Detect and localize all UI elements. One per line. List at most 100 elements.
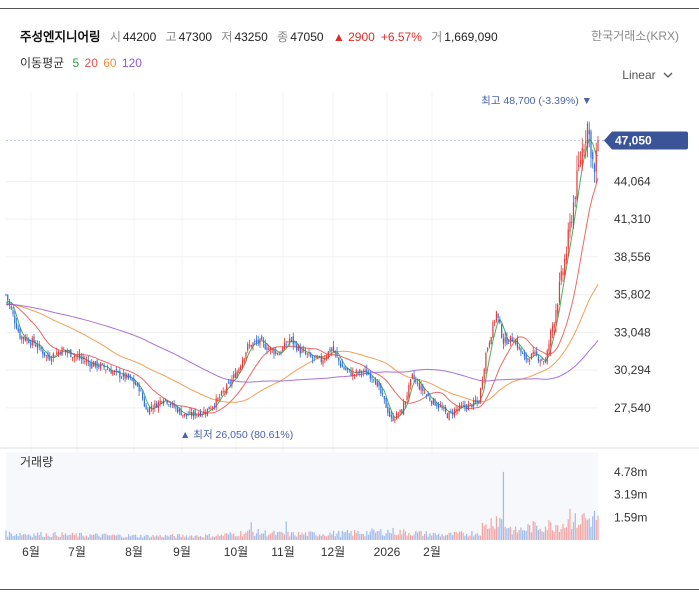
candle-body <box>345 368 347 370</box>
candle-body <box>543 361 545 363</box>
volume-bar <box>429 533 431 540</box>
volume-bar <box>359 534 361 540</box>
volume-bar <box>178 534 181 540</box>
candle-body <box>576 170 578 200</box>
candle-body <box>546 350 548 363</box>
volume-bar <box>147 534 149 540</box>
volume-bar <box>338 530 340 540</box>
candle-body <box>536 351 538 355</box>
candle-body <box>215 398 217 408</box>
volume-bar <box>296 536 298 540</box>
candle-body <box>115 369 117 371</box>
scale-selector[interactable]: Linear <box>622 68 673 82</box>
ma-120[interactable]: 120 <box>121 56 142 70</box>
volume-bar <box>177 534 179 540</box>
candle-body <box>96 360 98 368</box>
candle-body <box>266 347 268 351</box>
volume-bar <box>156 535 158 540</box>
volume-bar <box>275 534 277 540</box>
candle-body <box>157 401 159 409</box>
candle-body <box>245 352 247 359</box>
candle-body <box>439 405 441 407</box>
candle-body <box>75 356 77 357</box>
candle-body <box>42 350 44 355</box>
volume-bar <box>346 529 349 540</box>
volume-bar <box>47 535 49 540</box>
candle-body <box>287 341 289 343</box>
volume-bar <box>92 534 95 540</box>
candle-body <box>5 294 7 296</box>
volume-bar <box>50 536 53 540</box>
candle-body <box>508 342 510 344</box>
candle-body <box>399 409 401 414</box>
candle-body <box>219 396 221 398</box>
volume-bar <box>548 520 550 540</box>
volume-bar <box>273 530 275 540</box>
candle-body <box>380 384 382 394</box>
ma-5[interactable]: 5 <box>72 56 80 70</box>
candle-body <box>469 403 471 404</box>
candle-body <box>502 338 505 344</box>
candle-body <box>564 258 566 276</box>
volume-bar <box>592 516 594 540</box>
candle-body <box>152 408 154 410</box>
candle-body <box>113 371 116 372</box>
candle-body <box>453 409 455 417</box>
candle-body <box>126 374 128 379</box>
volume-bar <box>113 534 116 540</box>
volume-bar <box>157 536 159 540</box>
candle-body <box>292 336 294 345</box>
volume-bar <box>170 534 172 540</box>
volume-bar <box>546 530 548 540</box>
volume-bar <box>487 528 489 540</box>
candle-body <box>562 271 564 276</box>
volume-bar <box>432 532 434 540</box>
volume-label: 거 <box>431 30 443 44</box>
volume-bar <box>332 530 335 540</box>
open-value: 44200 <box>122 30 157 44</box>
candle-body <box>464 404 466 407</box>
candle-body <box>432 398 434 405</box>
candle-body <box>499 319 501 324</box>
candle-body <box>427 394 429 397</box>
candle-body <box>320 356 322 363</box>
volume-bar <box>212 536 214 540</box>
candle-body <box>248 344 251 346</box>
volume-bar <box>550 522 552 540</box>
candle-body <box>171 402 174 405</box>
volume-bar <box>210 537 212 540</box>
volume-bar <box>22 534 25 540</box>
candle-body <box>445 407 447 412</box>
ma-20[interactable]: 20 <box>84 56 98 70</box>
volume-bar <box>105 533 107 540</box>
candle-body <box>185 413 188 416</box>
candle-body <box>184 413 186 416</box>
volume-bar <box>541 531 543 540</box>
candle-body <box>516 339 519 348</box>
candle-body <box>409 379 412 386</box>
volume-bar <box>588 518 590 540</box>
volume-bar <box>466 533 468 540</box>
volume-bar <box>187 537 189 540</box>
candle-body <box>515 341 517 345</box>
candle-body <box>443 408 445 409</box>
ma-60[interactable]: 60 <box>103 56 117 70</box>
volume-bar <box>331 534 333 540</box>
candle-body <box>583 148 585 153</box>
volume-bar <box>103 533 105 540</box>
volume-bar <box>436 535 438 540</box>
candle-body <box>436 404 438 407</box>
candle-body <box>429 397 431 401</box>
candle-body <box>438 404 440 408</box>
candle-body <box>261 336 263 340</box>
volume-bar <box>98 535 100 540</box>
volume-bar <box>231 534 233 540</box>
volume-bar <box>19 533 21 540</box>
candle-body <box>595 150 597 172</box>
volume-bar <box>311 532 314 540</box>
candle-body <box>182 414 184 417</box>
volume-bar <box>539 528 541 540</box>
volume-bar <box>150 536 152 540</box>
candle-body <box>64 349 67 352</box>
